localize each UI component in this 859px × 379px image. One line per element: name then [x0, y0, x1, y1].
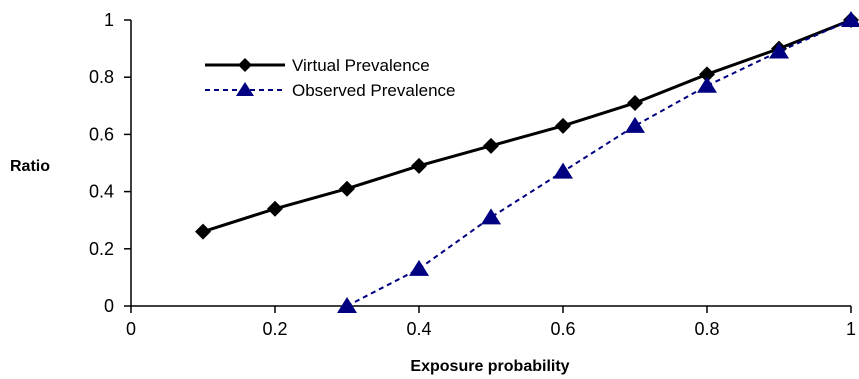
data-point-triangle [625, 116, 645, 133]
y-axis-title: Ratio [10, 158, 50, 175]
data-point-diamond [339, 180, 355, 197]
data-point-triangle [769, 42, 789, 59]
plot-area: 0 0.2 0.4 0.6 0.8 1 0 0.2 0.4 0.6 0.8 1 [89, 10, 859, 339]
data-point-triangle [841, 11, 859, 27]
legend-label-virtual: Virtual Prevalence [292, 56, 430, 75]
x-tick-label: 0.4 [406, 319, 431, 339]
data-point-triangle [697, 76, 717, 93]
legend-marker-observed [236, 82, 254, 96]
x-axis-title: Exposure probability [410, 358, 569, 375]
y-tick-label: 0.6 [89, 124, 114, 144]
x-tick-label: 1 [846, 319, 856, 339]
series-layer [195, 11, 859, 313]
data-point-diamond [483, 137, 499, 154]
legend-label-observed: Observed Prevalence [292, 81, 455, 100]
x-tick-label: 0.6 [550, 319, 575, 339]
y-tick-label: 1 [104, 10, 114, 30]
y-axis-ticks: 0 0.2 0.4 0.6 0.8 1 [89, 10, 131, 316]
y-tick-label: 0 [104, 296, 114, 316]
data-point-triangle [409, 259, 429, 276]
x-tick-label: 0.2 [262, 319, 287, 339]
data-point-triangle [337, 297, 357, 313]
data-point-diamond [267, 200, 283, 217]
x-axis-ticks: 0 0.2 0.4 0.6 0.8 1 [126, 306, 856, 339]
data-point-diamond [699, 66, 715, 83]
y-tick-label: 0.4 [89, 182, 114, 202]
series-line-0 [202, 18, 852, 234]
data-point-diamond [627, 94, 643, 111]
data-point-diamond [195, 223, 211, 240]
legend: Virtual Prevalence Observed Prevalence [205, 56, 455, 100]
legend-marker-virtual [238, 58, 252, 72]
x-tick-label: 0 [126, 319, 136, 339]
data-point-triangle [553, 162, 573, 179]
legend-item-virtual: Virtual Prevalence [205, 56, 430, 75]
series-line-1 [346, 19, 852, 307]
data-point-triangle [481, 208, 501, 225]
y-tick-label: 0.2 [89, 239, 114, 259]
x-tick-label: 0.8 [694, 319, 719, 339]
data-point-diamond [411, 157, 427, 174]
data-point-diamond [555, 117, 571, 134]
legend-item-observed: Observed Prevalence [205, 81, 455, 100]
y-tick-label: 0.8 [89, 67, 114, 87]
